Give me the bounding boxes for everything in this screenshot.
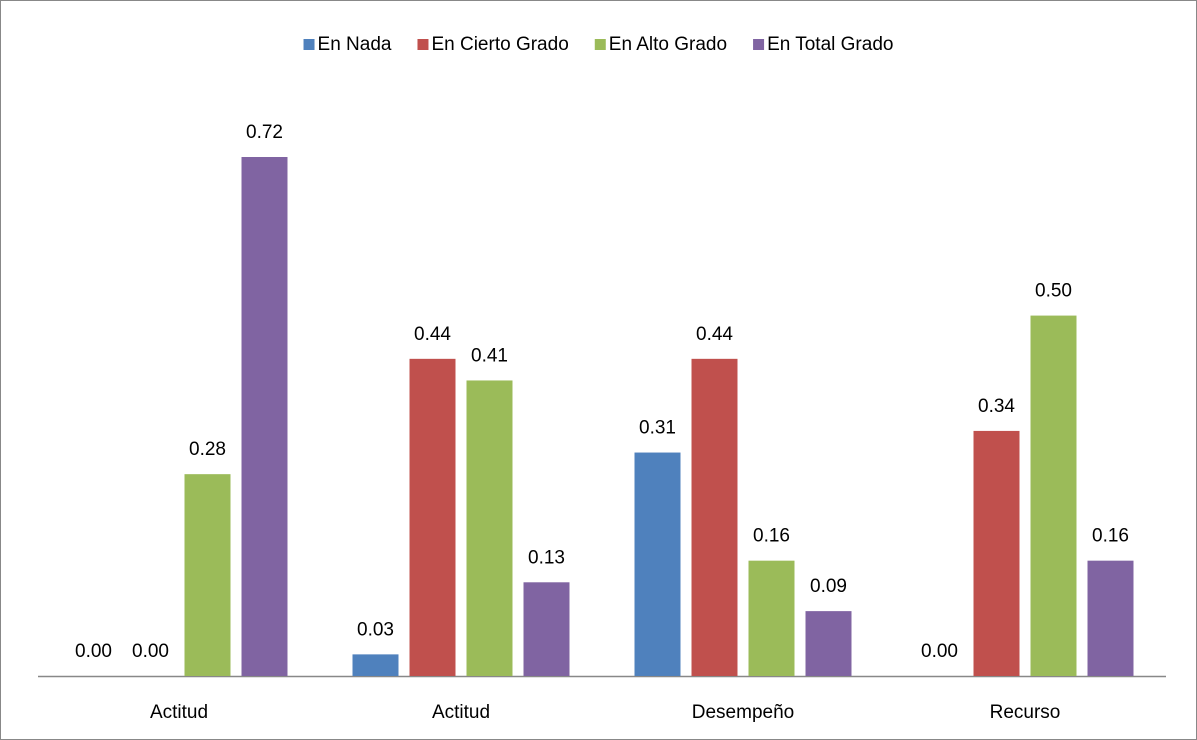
data-label: 0.13 [528,547,565,568]
bar [1030,315,1077,676]
data-label: 0.50 [1035,281,1072,302]
data-label: 0.34 [978,396,1015,417]
bar [241,157,288,676]
data-label: 0.16 [753,526,790,547]
bar [523,582,570,676]
x-tick-label: Actitud [432,702,490,723]
bar [409,358,456,676]
legend-label: En Cierto Grado [431,34,568,55]
data-label: 0.28 [189,439,226,460]
bar [184,474,231,676]
data-label: 0.00 [132,641,169,662]
bar [352,654,399,676]
data-label: 0.00 [75,641,112,662]
bar [691,358,738,676]
bar [748,560,795,676]
legend-swatch [594,39,606,50]
legend-swatch [303,39,315,50]
bar [466,380,513,676]
data-label: 0.31 [639,418,676,439]
bar [973,430,1020,676]
bar [805,611,852,676]
data-label: 0.44 [414,324,451,345]
legend-label: En Alto Grado [609,34,727,55]
data-label: 0.00 [921,641,958,662]
data-label: 0.03 [357,619,394,640]
data-label: 0.72 [246,122,283,143]
legend-label: En Nada [318,34,392,55]
x-tick-label: Recurso [990,702,1061,723]
data-label: 0.09 [810,576,847,597]
data-label: 0.44 [696,324,733,345]
legend-swatch [417,39,429,50]
x-tick-label: Actitud [150,702,208,723]
legend-label: En Total Grado [767,34,893,55]
bar [1087,560,1134,676]
data-label: 0.41 [471,345,508,366]
data-label: 0.16 [1092,526,1129,547]
legend-swatch [753,39,765,50]
bar [634,452,681,676]
x-tick-label: Desempeño [692,702,794,723]
